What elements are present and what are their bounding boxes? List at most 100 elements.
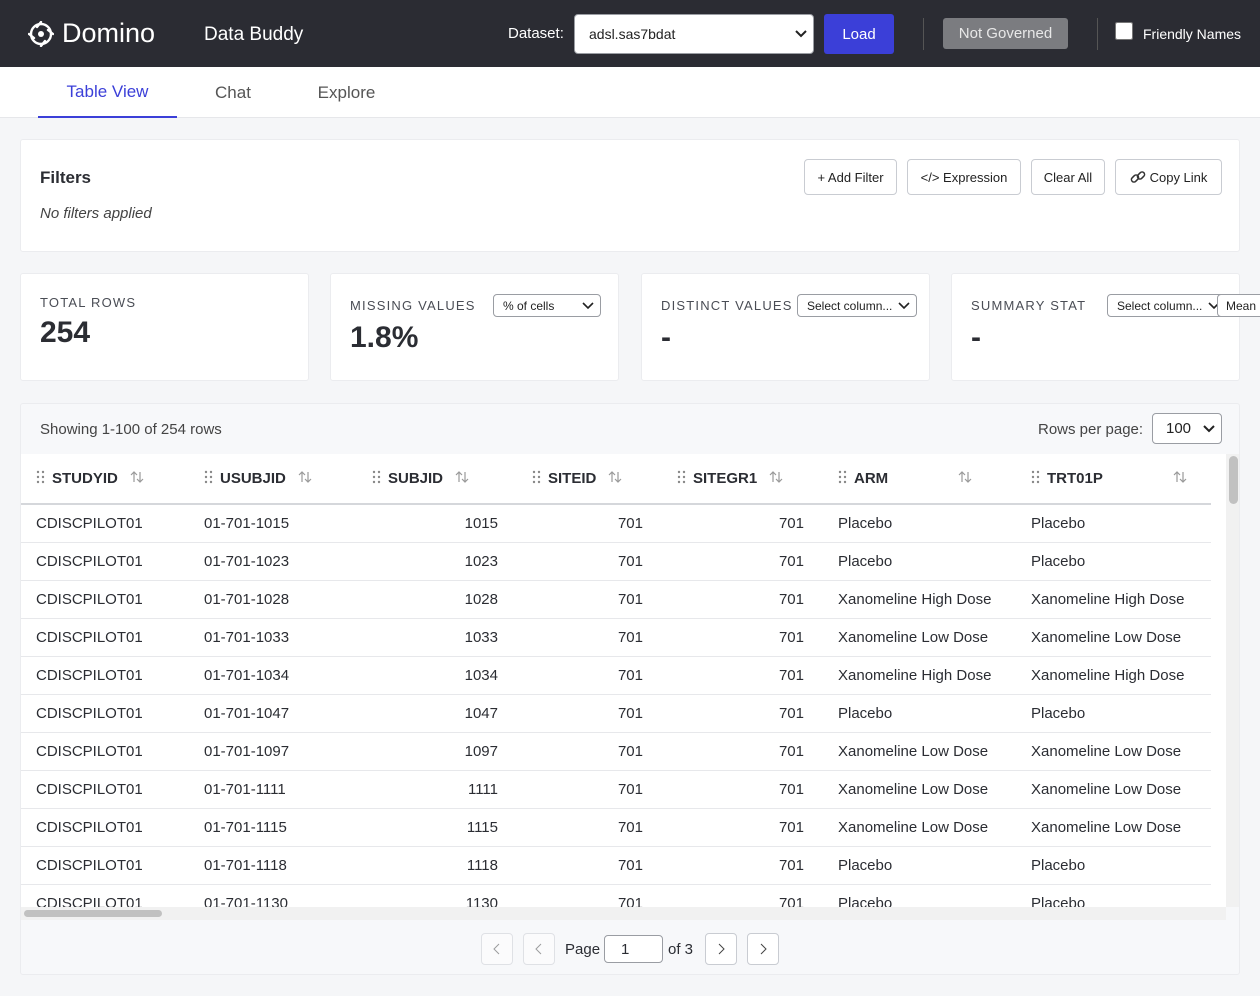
stat-select[interactable]: Select column... xyxy=(797,294,917,317)
column-header[interactable]: SUBJID xyxy=(357,454,517,505)
stat-select[interactable]: Select column... xyxy=(1107,294,1227,317)
filter-button-label: Copy Link xyxy=(1149,169,1208,185)
column-header[interactable]: TRT01P xyxy=(1016,454,1211,505)
table-cell: Xanomeline High Dose xyxy=(823,580,1016,619)
table-row[interactable]: CDISCPILOT01 01-701-1015 1015 701 701 Placebo… xyxy=(21,504,1211,543)
stat-card: MISSING VALUES 1.8% % of cells xyxy=(330,273,619,381)
filter-button-label: </> Expression xyxy=(920,169,1008,185)
load-button[interactable]: Load xyxy=(824,14,894,54)
table-cell: Xanomeline High Dose xyxy=(823,656,1016,695)
table-cell: Placebo xyxy=(823,542,1016,581)
sort-icon[interactable] xyxy=(1173,471,1187,483)
v-scroll-thumb[interactable] xyxy=(1229,456,1238,504)
table-cell: Placebo xyxy=(1016,504,1211,543)
table-cell: 1047 xyxy=(357,694,517,733)
table-cell: 1115 xyxy=(357,808,517,847)
filter-button-label: Clear All xyxy=(1043,169,1093,185)
sort-icon[interactable] xyxy=(298,471,312,483)
table-row[interactable]: CDISCPILOT01 01-701-1115 1115 701 701 Xanomel… xyxy=(21,808,1211,847)
rows-per-page-select[interactable]: 100 xyxy=(1152,413,1222,444)
sort-icon[interactable] xyxy=(130,471,144,483)
column-header[interactable]: STUDYID xyxy=(21,454,189,505)
table-cell: 01-701-1028 xyxy=(189,580,357,619)
table-cell: 701 xyxy=(517,542,662,581)
tab[interactable]: Chat xyxy=(215,82,251,102)
stat-label: SUMMARY STAT xyxy=(971,298,1087,313)
table-cell: CDISCPILOT01 xyxy=(21,656,189,695)
page-label: Page xyxy=(565,941,601,958)
table-row[interactable]: CDISCPILOT01 01-701-1118 1118 701 701 Placebo… xyxy=(21,846,1211,885)
column-header[interactable]: SITEGR1 xyxy=(662,454,823,505)
table-cell: Placebo xyxy=(823,694,1016,733)
divider xyxy=(1097,18,1098,50)
table-cell: 701 xyxy=(662,694,823,733)
stat-select-value: Select column... xyxy=(807,298,893,313)
chevron xyxy=(582,301,594,309)
table-cell: CDISCPILOT01 xyxy=(21,504,189,543)
filter-button[interactable]: Copy Link xyxy=(1115,159,1222,195)
sort-icon[interactable] xyxy=(455,471,469,483)
table-cell: Xanomeline Low Dose xyxy=(1016,770,1211,809)
filter-button[interactable]: </> Expression xyxy=(907,159,1021,195)
sort-icon[interactable] xyxy=(958,471,972,483)
table-cell: 01-701-1115 xyxy=(189,808,357,847)
stat-select[interactable]: Mean xyxy=(1217,294,1260,317)
table-row[interactable]: CDISCPILOT01 01-701-1097 1097 701 701 Xanomel… xyxy=(21,732,1211,771)
table-cell: 01-701-1023 xyxy=(189,542,357,581)
table-cell: 701 xyxy=(517,618,662,657)
h-scroll-thumb[interactable] xyxy=(24,910,162,917)
next-page[interactable] xyxy=(705,933,737,965)
table-cell: 701 xyxy=(662,770,823,809)
dataset-select[interactable]: adsl.sas7bdat xyxy=(574,14,814,54)
table-row[interactable]: CDISCPILOT01 01-701-1023 1023 701 701 Placebo… xyxy=(21,542,1211,581)
stat-value: 1.8% xyxy=(350,321,419,354)
brand-logo xyxy=(28,21,54,47)
brand-name: Domino xyxy=(62,18,156,48)
stat-label: MISSING VALUES xyxy=(350,298,476,313)
prev-page[interactable] xyxy=(523,933,555,965)
table-row[interactable]: CDISCPILOT01 01-701-1047 1047 701 701 Placebo… xyxy=(21,694,1211,733)
table-cell: 701 xyxy=(517,732,662,771)
tab[interactable]: Explore xyxy=(317,82,376,102)
tab[interactable]: Table View xyxy=(38,67,177,118)
table-cell: CDISCPILOT01 xyxy=(21,770,189,809)
table-row[interactable]: CDISCPILOT01 01-701-1033 1033 701 701 Xanomel… xyxy=(21,618,1211,657)
table-row[interactable]: CDISCPILOT01 01-701-1034 1034 701 701 Xanomel… xyxy=(21,656,1211,695)
sort-icon[interactable] xyxy=(608,471,622,483)
column-header[interactable]: ARM xyxy=(823,454,1016,505)
table-cell: 01-701-1130 xyxy=(189,884,357,907)
table-cell: 701 xyxy=(517,580,662,619)
filters-card: Filters No filters applied + Add Filter <… xyxy=(20,139,1240,252)
page-input[interactable]: 1 xyxy=(604,935,663,963)
table-cell: 1111 xyxy=(357,770,517,809)
friendly-names-checkbox[interactable] xyxy=(1115,22,1133,40)
sort-icon[interactable] xyxy=(769,471,783,483)
filter-button[interactable]: + Add Filter xyxy=(804,159,897,195)
column-header[interactable]: SITEID xyxy=(517,454,662,505)
table-row[interactable]: CDISCPILOT01 01-701-1130 1130 701 701 Placebo… xyxy=(21,884,1211,907)
last-page[interactable] xyxy=(747,933,779,965)
first-page[interactable] xyxy=(481,933,513,965)
table-row[interactable]: CDISCPILOT01 01-701-1111 1111 701 701 Xanomel… xyxy=(21,770,1211,809)
table-cell: Placebo xyxy=(823,846,1016,885)
filters-empty: No filters applied xyxy=(40,205,152,222)
stat-select[interactable]: % of cells xyxy=(493,294,601,317)
table-cell: Placebo xyxy=(823,884,1016,907)
table-cell: Xanomeline High Dose xyxy=(1016,656,1211,695)
table-cell: 1118 xyxy=(357,846,517,885)
table-cell: CDISCPILOT01 xyxy=(21,846,189,885)
column-header[interactable]: USUBJID xyxy=(189,454,357,505)
table-row[interactable]: CDISCPILOT01 01-701-1028 1028 701 701 Xanomel… xyxy=(21,580,1211,619)
filter-button-label: + Add Filter xyxy=(817,169,884,185)
table-cell: 01-701-1118 xyxy=(189,846,357,885)
table-cell: 1033 xyxy=(357,618,517,657)
stat-card: TOTAL ROWS 254 xyxy=(20,273,309,381)
filter-button[interactable]: Clear All xyxy=(1031,159,1105,195)
app-title: Data Buddy xyxy=(204,24,304,45)
table-cell: CDISCPILOT01 xyxy=(21,542,189,581)
table-cell: 701 xyxy=(517,808,662,847)
column-name: SITEGR1 xyxy=(693,470,758,487)
table-cell: 1023 xyxy=(357,542,517,581)
page-count: of 3 xyxy=(668,941,694,958)
